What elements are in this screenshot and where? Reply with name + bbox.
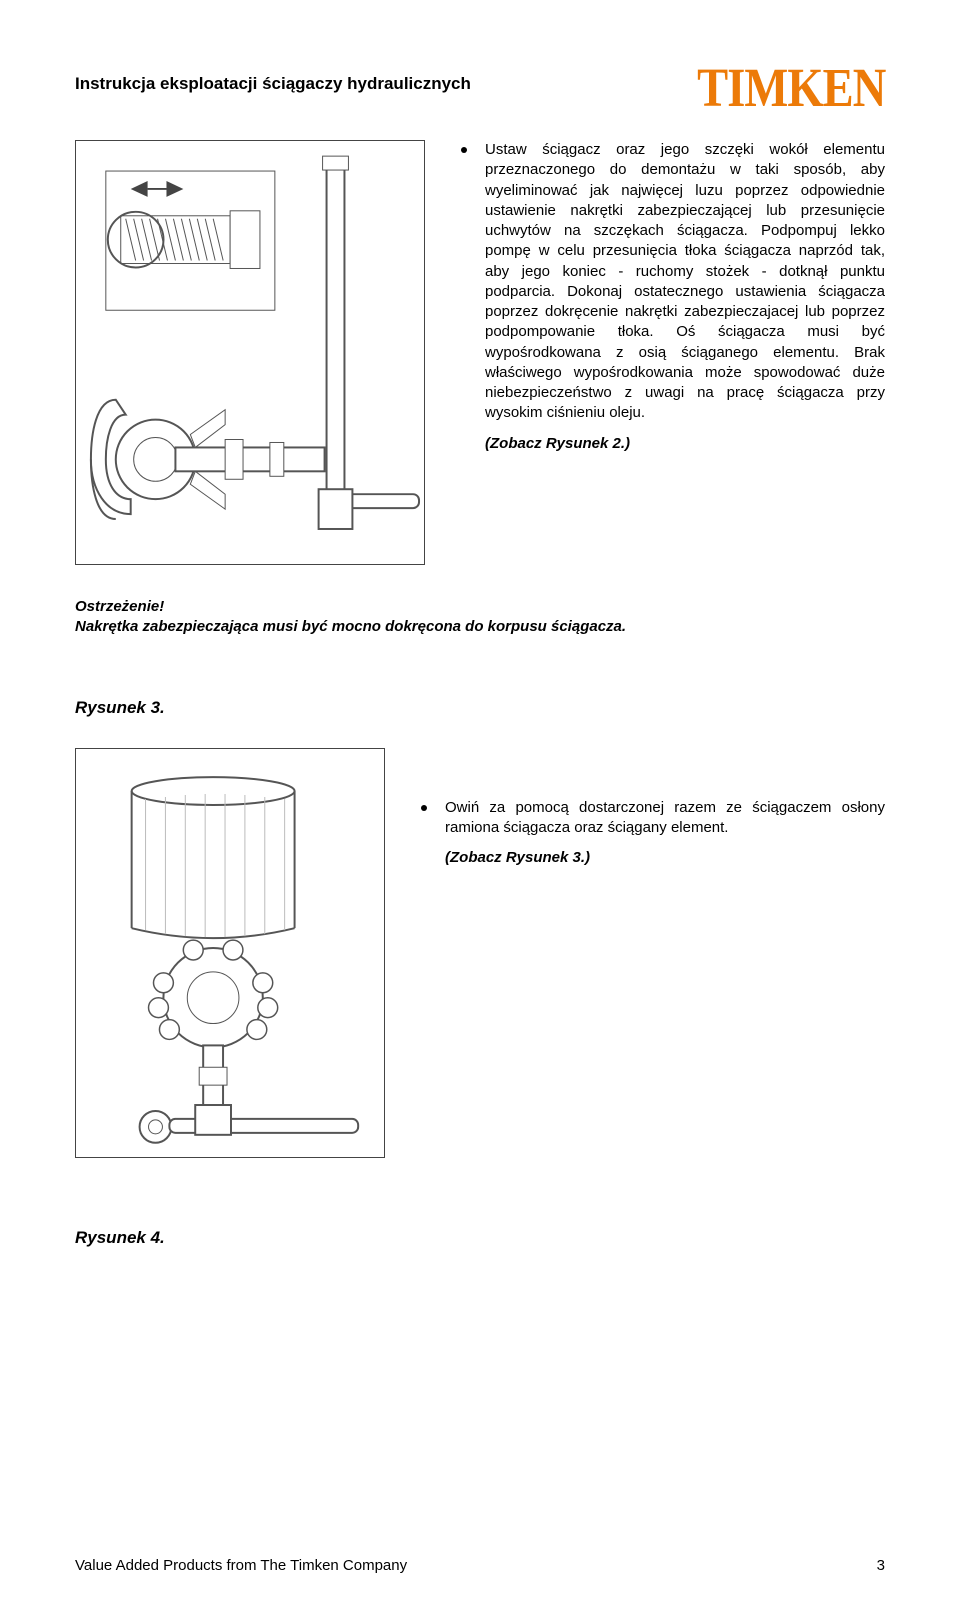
section2-text: Owiń za pomocą dostarczonej razem ze ści… [421,748,885,1158]
bullet-dot-icon [461,147,467,153]
figure-reference: (Zobacz Rysunek 2.) [485,434,630,454]
page-header: Instrukcja eksploatacji ściągaczy hydrau… [75,60,885,110]
page-footer: Value Added Products from The Timken Com… [75,1557,885,1574]
page-number: 3 [877,1557,885,1574]
bullet-dot-icon [421,805,427,811]
timken-logo: TIMKEN [697,60,885,115]
figure-3-illustration [75,748,385,1158]
bullet-text: Ustaw ściągacz oraz jego szczęki wokół e… [485,140,885,424]
figure-reference: (Zobacz Rysunek 3.) [445,848,590,868]
section-figure2: Ustaw ściągacz oraz jego szczęki wokół e… [75,140,885,565]
bullet-item: Ustaw ściągacz oraz jego szczęki wokół e… [461,140,885,424]
figure-4-heading: Rysunek 4. [75,1228,885,1248]
header-title: Instrukcja eksploatacji ściągaczy hydrau… [75,60,471,94]
warning-body: Nakrętka zabezpieczająca musi być mocno … [75,617,885,637]
section1-text: Ustaw ściągacz oraz jego szczęki wokół e… [461,140,885,565]
section-figure3: Owiń za pomocą dostarczonej razem ze ści… [75,748,885,1158]
bullet-item: Owiń za pomocą dostarczonej razem ze ści… [421,798,885,839]
warning-title: Ostrzeżenie! [75,597,885,617]
bullet-text: Owiń za pomocą dostarczonej razem ze ści… [445,798,885,839]
footer-text: Value Added Products from The Timken Com… [75,1557,407,1574]
warning-block: Ostrzeżenie! Nakrętka zabezpieczająca mu… [75,597,885,638]
figure-2-illustration [75,140,425,565]
figure-3-heading: Rysunek 3. [75,698,885,718]
